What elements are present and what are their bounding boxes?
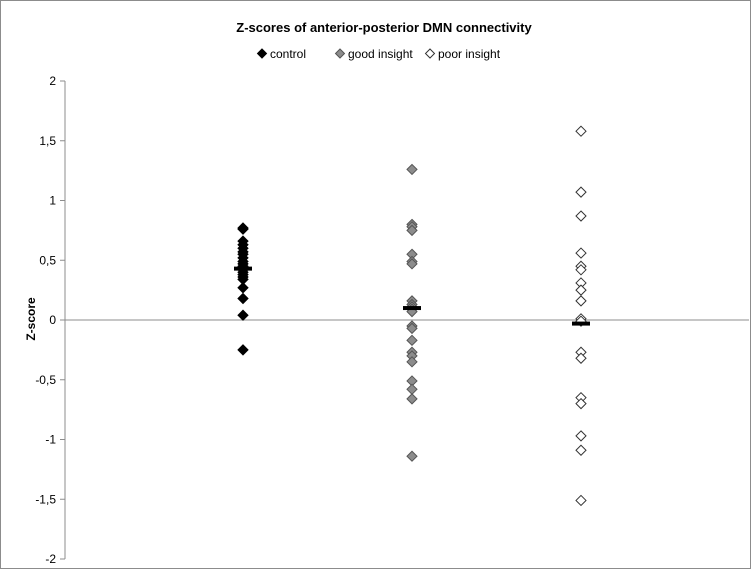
y-tick-label: 1 [49,194,56,208]
data-point-poor-insight [575,247,587,259]
data-point-poor-insight [575,295,587,307]
data-point-control [237,292,249,305]
data-point-poor-insight [575,352,587,364]
chart-title: Z-scores of anterior-posterior DMN conne… [236,20,532,35]
data-point-poor-insight [575,397,587,410]
y-tick-label: 0,5 [39,253,56,267]
y-tick-label: -0,5 [35,373,56,387]
data-point-good-insight [406,356,418,368]
data-point-control [237,309,249,321]
y-tick-label: -1,5 [35,492,56,506]
data-point-control [237,344,249,356]
y-tick-label: 0 [49,313,56,327]
legend-marker-good-insight [334,48,346,59]
data-point-poor-insight [575,494,587,507]
series-control [234,222,252,356]
legend-marker-control [256,48,268,59]
series-good-insight [403,163,421,462]
data-point-good-insight [406,450,418,462]
data-point-good-insight [406,224,418,237]
data-point-good-insight [406,258,418,270]
legend: control good insight poor insight [256,47,501,61]
data-point-poor-insight [575,186,587,198]
data-point-poor-insight [575,284,587,296]
y-axis-ticks: 2 1,5 1 0,5 0 -0,5 -1 -1,5 -2 [35,74,65,566]
data-point-good-insight [406,383,418,396]
data-point-poor-insight [575,444,587,456]
y-tick-label: -1 [45,433,56,447]
legend-label-control: control [270,47,306,61]
legend-label-good-insight: good insight [348,47,413,61]
data-point-good-insight [406,393,418,405]
mean-marker-good-insight [403,306,421,311]
data-point-control [237,223,249,235]
series-layer [234,125,590,507]
legend-label-poor-insight: poor insight [438,47,501,61]
legend-marker-poor-insight [424,48,436,59]
data-point-good-insight [406,163,418,176]
data-point-good-insight [406,322,418,335]
y-tick-label: 2 [49,74,56,88]
y-tick-label: 1,5 [39,134,56,148]
y-tick-label: -2 [45,552,56,566]
y-axis-title: Z-score [24,297,38,341]
data-point-control [237,282,249,294]
data-point-good-insight [406,334,418,347]
data-point-poor-insight [575,264,587,276]
mean-marker-poor-insight [572,321,590,326]
data-point-poor-insight [575,125,587,137]
mean-marker-control [234,266,252,271]
data-point-poor-insight [575,210,587,222]
series-poor-insight [572,125,590,507]
data-point-poor-insight [575,430,587,442]
